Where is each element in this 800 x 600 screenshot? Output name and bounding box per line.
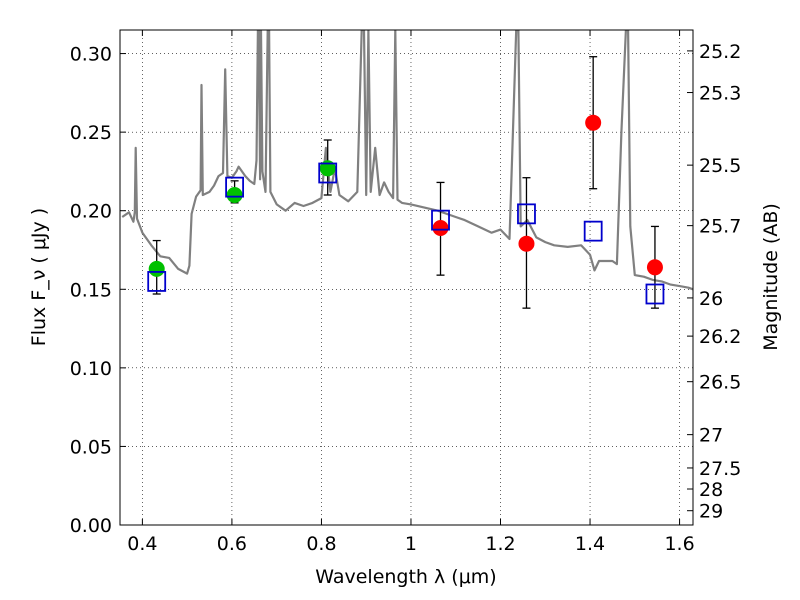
magnitude-tick-label: 27.5: [699, 458, 741, 480]
model-spectrum: [121, 30, 693, 291]
y-tick-label: 0.15: [70, 279, 112, 301]
observed-flux-point: [518, 235, 535, 252]
x-tick-label: 1: [405, 533, 417, 555]
model-flux-square: [147, 271, 167, 292]
y-tick-label: 0.05: [70, 436, 112, 458]
observed-flux-point: [646, 259, 663, 276]
magnitude-tick-label: 25.3: [699, 83, 741, 105]
axis-ticks: [120, 30, 693, 526]
observed-flux-point: [432, 220, 449, 236]
data-points: [147, 114, 665, 305]
x-tick-label: 1.2: [485, 533, 515, 555]
model-flux-square: [645, 283, 665, 305]
magnitude-tick-label: 26.2: [699, 326, 741, 348]
x-tick-label: 0.4: [127, 533, 157, 555]
model-spectrum-line: [121, 30, 693, 291]
x-tick-label: 0.6: [217, 533, 247, 555]
y-tick-label: 0.00: [70, 515, 112, 537]
y2-axis-title: Magnitude (AB): [760, 203, 782, 351]
magnitude-tick-label: 26: [699, 288, 723, 310]
observed-flux-point: [585, 114, 602, 131]
y-tick-labels: 0.00 0.05 0.10 0.15 0.20 0.25 0.30: [70, 44, 112, 537]
y-tick-label: 0.10: [70, 358, 112, 380]
y-tick-label: 0.20: [70, 201, 112, 223]
magnitude-tick-label: 25.7: [699, 216, 741, 238]
magnitude-tick-label: 28: [699, 479, 723, 501]
observed-flux-point: [226, 187, 243, 203]
model-flux-square: [318, 162, 338, 184]
model-flux-square: [225, 176, 245, 198]
magnitude-tick-label: 25.5: [699, 155, 741, 177]
model-flux-square: [517, 203, 536, 225]
x-tick-label: 0.8: [306, 533, 336, 555]
y-axis-title: Flux F_ν ( μJy ): [28, 208, 50, 346]
model-flux-square: [583, 220, 603, 242]
x-tick-label: 1.4: [575, 533, 605, 555]
magnitude-tick-label: 27: [699, 425, 723, 447]
y-tick-label: 0.30: [70, 44, 112, 66]
plot-frame: [119, 29, 694, 526]
grid-lines: [120, 30, 693, 526]
observed-flux-point: [148, 260, 165, 277]
magnitude-tick-label: 29: [699, 501, 723, 523]
x-axis-title: Wavelength λ (μm): [315, 566, 496, 588]
model-flux-square: [431, 209, 450, 231]
plot-background: [120, 30, 693, 525]
magnitude-tick-label: 26.5: [699, 372, 741, 394]
x-tick-label: 1.6: [664, 533, 694, 555]
y-tick-label: 0.25: [70, 122, 112, 144]
magnitude-tick-label: 25.2: [699, 41, 741, 63]
x-tick-labels: 0.4 0.6 0.8 1 1.2 1.4 1.6: [127, 533, 694, 555]
